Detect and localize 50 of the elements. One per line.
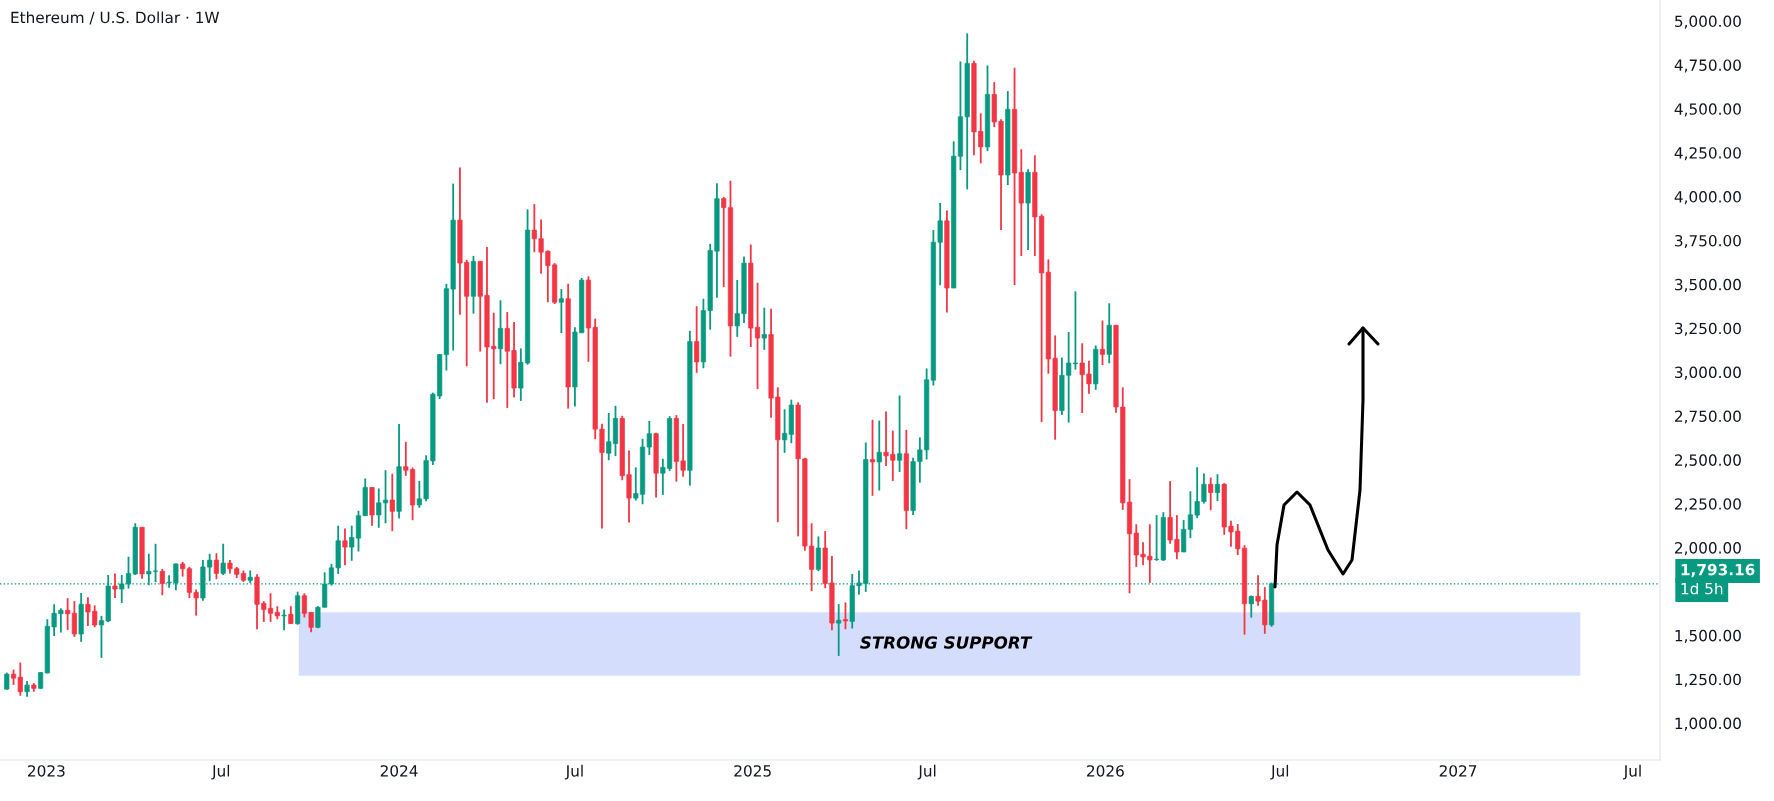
candlestick (1099, 319, 1106, 366)
candlestick (897, 394, 903, 473)
y-tick-label: 5,000.00 (1675, 15, 1741, 29)
y-tick-label: 3,750.00 (1675, 234, 1741, 249)
candlestick (281, 608, 287, 632)
x-tick-label: 2025 (734, 765, 771, 777)
candlestick (1214, 473, 1221, 502)
y-tick-label: 2,250.00 (1675, 498, 1741, 512)
text: 1d 5h (1681, 582, 1723, 595)
y-tick-label: 3,000.00 (1675, 366, 1741, 380)
x-tick-label: Jul (917, 764, 936, 780)
text: Ethereum / U.S. Dollar · 1W (11, 11, 220, 25)
x-tick-label: Jul (564, 764, 583, 780)
candlestick (1208, 476, 1214, 512)
x-tick-label: Jul (211, 764, 230, 780)
candlestick (159, 568, 165, 597)
candlestick (836, 603, 842, 657)
y-tick-label: 2,750.00 (1675, 410, 1741, 424)
y-tick-label: 4,500.00 (1674, 103, 1741, 117)
candlestick (220, 542, 226, 576)
candlestick (213, 552, 220, 581)
y-tick-label: 1,000.00 (1675, 717, 1741, 731)
candlestick (112, 572, 118, 599)
x-tick-label: 2024 (380, 765, 418, 777)
ref-line-label: 1,793.16 (1681, 563, 1755, 578)
y-tick-label: 2,500.00 (1675, 454, 1741, 468)
candlestick (558, 288, 564, 335)
candlestick (342, 527, 348, 567)
y-tick-label: 4,750.00 (1674, 59, 1741, 73)
band-label: STRONG SUPPORT (860, 636, 1033, 649)
candlestick (389, 472, 395, 533)
y-tick-label: 4,250.00 (1674, 147, 1741, 161)
y-tick-label: 3,250.00 (1675, 322, 1741, 336)
candlestick (761, 306, 767, 351)
y-tick-label: 2,000.00 (1675, 542, 1741, 556)
y-tick-label: 1,250.00 (1675, 673, 1741, 687)
candlestick (869, 418, 876, 497)
x-tick-label: 2023 (28, 765, 65, 777)
x-tick-label: Jul (1622, 764, 1641, 780)
candlestick (876, 419, 882, 492)
candlestick (842, 601, 849, 631)
candlestick (815, 535, 821, 573)
x-tick-label: 2027 (1439, 765, 1477, 777)
y-tick-label: 4,000.00 (1674, 191, 1741, 205)
y-tick-label: 3,500.00 (1675, 278, 1741, 292)
candlestick (497, 299, 504, 366)
candlestick (694, 305, 700, 374)
y-tick-label: 1,500.00 (1675, 629, 1741, 643)
x-tick-label: 2026 (1087, 765, 1124, 777)
x-tick-label: Jul (1270, 764, 1289, 780)
